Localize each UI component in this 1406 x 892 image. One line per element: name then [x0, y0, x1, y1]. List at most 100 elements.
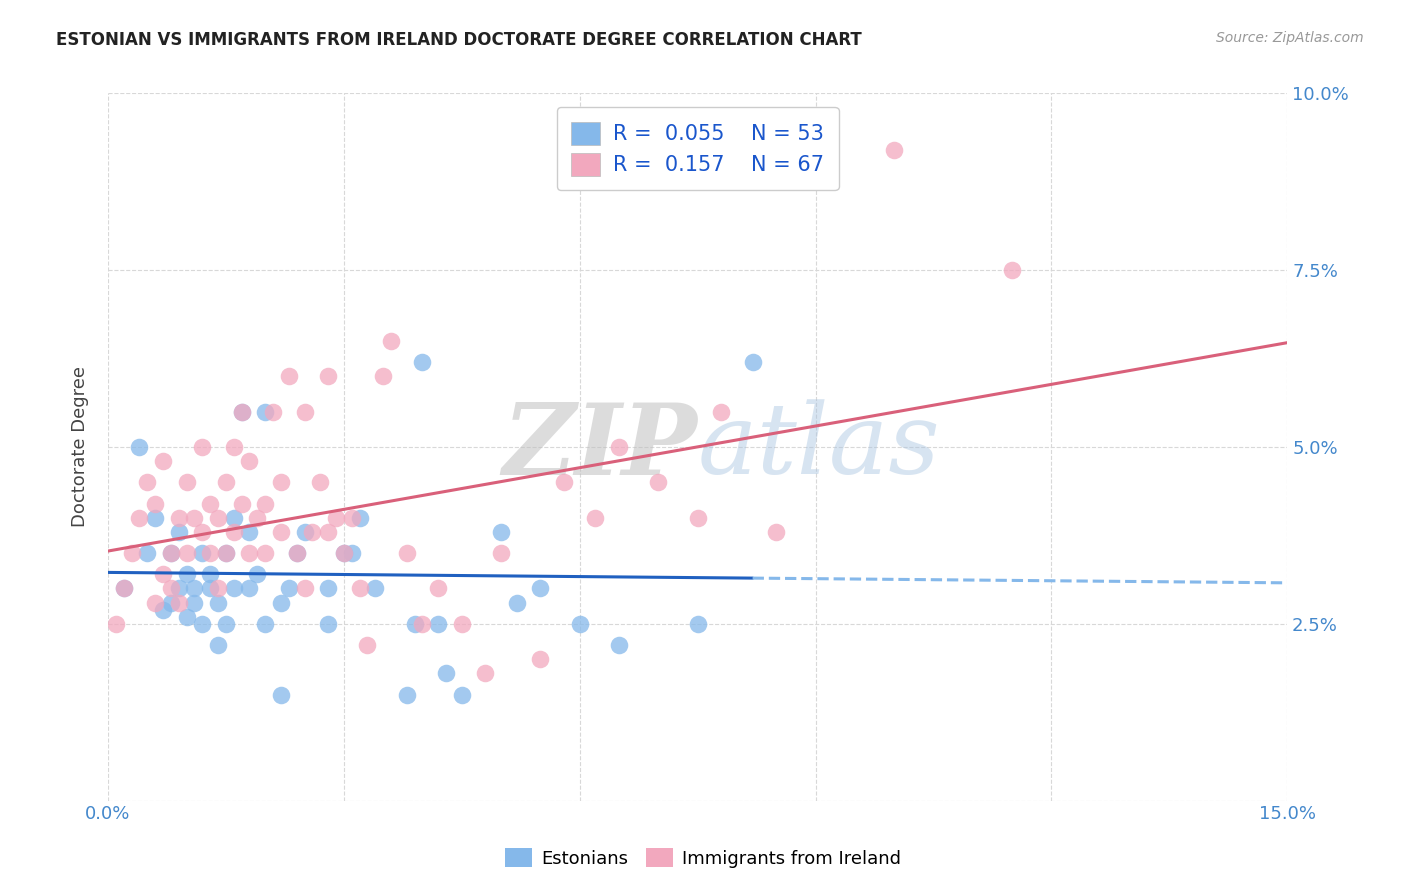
Point [167, 510, 190, 524]
Point [152, 567, 174, 582]
Text: Source: ZipAtlas.com: Source: ZipAtlas.com [1216, 31, 1364, 45]
Point [270, 475, 292, 490]
Point [238, 454, 260, 468]
Point [411, 616, 433, 631]
Point [183, 582, 205, 596]
Point [215, 546, 238, 560]
Point [506, 596, 529, 610]
Text: atlas: atlas [697, 400, 941, 495]
Point [160, 546, 183, 560]
Point [207, 638, 229, 652]
Point [254, 404, 277, 418]
Point [143, 596, 166, 610]
Point [246, 510, 269, 524]
Point [254, 616, 277, 631]
Point [340, 546, 363, 560]
Point [529, 582, 551, 596]
Point [1001, 263, 1024, 277]
Point [686, 616, 709, 631]
Point [294, 404, 316, 418]
Point [364, 582, 387, 596]
Point [316, 369, 339, 384]
Point [231, 404, 253, 418]
Point [277, 582, 299, 596]
Point [128, 510, 150, 524]
Point [222, 510, 245, 524]
Point [373, 369, 395, 384]
Point [333, 546, 356, 560]
Point [301, 524, 323, 539]
Point [434, 666, 457, 681]
Y-axis label: Doctorate Degree: Doctorate Degree [72, 367, 89, 527]
Point [176, 567, 198, 582]
Point [143, 497, 166, 511]
Point [450, 616, 472, 631]
Point [277, 369, 299, 384]
Point [568, 616, 591, 631]
Point [325, 510, 347, 524]
Point [340, 510, 363, 524]
Point [215, 475, 238, 490]
Point [112, 582, 135, 596]
Point [427, 616, 450, 631]
Point [215, 616, 238, 631]
Point [222, 440, 245, 454]
Point [222, 582, 245, 596]
Point [191, 524, 214, 539]
Point [207, 510, 229, 524]
Point [316, 616, 339, 631]
Point [380, 334, 402, 348]
Point [143, 510, 166, 524]
Point [316, 524, 339, 539]
Point [450, 688, 472, 702]
Point [128, 440, 150, 454]
Point [647, 475, 669, 490]
Point [395, 546, 418, 560]
Point [215, 546, 238, 560]
Point [741, 355, 763, 369]
Point [607, 440, 630, 454]
Point [231, 497, 253, 511]
Point [176, 546, 198, 560]
Point [104, 616, 127, 631]
Point [270, 524, 292, 539]
Point [583, 510, 606, 524]
Point [176, 475, 198, 490]
Point [183, 596, 205, 610]
Point [152, 454, 174, 468]
Point [207, 596, 229, 610]
Point [191, 440, 214, 454]
Point [285, 546, 308, 560]
Point [238, 582, 260, 596]
Point [198, 546, 221, 560]
Point [152, 602, 174, 616]
Point [207, 582, 229, 596]
Point [167, 596, 190, 610]
Point [254, 497, 277, 511]
Point [222, 524, 245, 539]
Point [349, 510, 371, 524]
Point [198, 582, 221, 596]
Point [176, 609, 198, 624]
Point [246, 567, 269, 582]
Point [489, 524, 512, 539]
Point [883, 143, 905, 157]
Point [270, 596, 292, 610]
Point [309, 475, 332, 490]
Point [285, 546, 308, 560]
Point [160, 582, 183, 596]
Legend: Estonians, Immigrants from Ireland: Estonians, Immigrants from Ireland [494, 838, 912, 879]
Point [238, 546, 260, 560]
Point [167, 524, 190, 539]
Point [404, 616, 426, 631]
Point [474, 666, 496, 681]
Point [294, 582, 316, 596]
Text: ZIP: ZIP [502, 399, 697, 495]
Point [553, 475, 575, 490]
Point [183, 510, 205, 524]
Point [254, 546, 277, 560]
Point [160, 546, 183, 560]
Point [198, 567, 221, 582]
Point [191, 546, 214, 560]
Text: ESTONIAN VS IMMIGRANTS FROM IRELAND DOCTORATE DEGREE CORRELATION CHART: ESTONIAN VS IMMIGRANTS FROM IRELAND DOCT… [56, 31, 862, 49]
